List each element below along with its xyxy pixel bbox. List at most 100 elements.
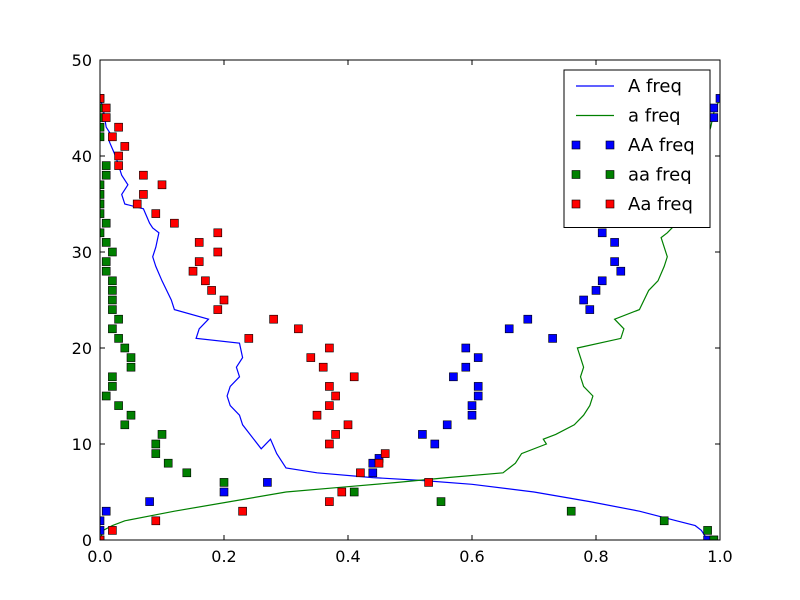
data-point-3-11 bbox=[101, 170, 111, 180]
legend-marker-4-0 bbox=[571, 199, 581, 209]
data-point-4-29 bbox=[318, 362, 328, 372]
data-point-4-21 bbox=[207, 286, 216, 295]
x-tick-label-4: 0.8 bbox=[583, 547, 608, 566]
legend-label-1: a freq bbox=[628, 106, 681, 127]
data-point-4-46 bbox=[108, 526, 117, 535]
data-point-4-14 bbox=[170, 218, 179, 228]
data-point-3-40 bbox=[436, 497, 446, 506]
data-point-4-3 bbox=[101, 113, 111, 122]
data-point-2-7 bbox=[368, 468, 378, 478]
data-point-3-25 bbox=[114, 314, 123, 324]
data-point-2-22 bbox=[523, 314, 533, 324]
data-point-2-6 bbox=[263, 478, 272, 487]
data-point-4-31 bbox=[325, 382, 334, 391]
y-tick-label-1: 10 bbox=[72, 435, 92, 454]
data-point-4-37 bbox=[325, 439, 334, 449]
data-point-3-26 bbox=[114, 334, 123, 343]
legend-label-4: Aa freq bbox=[628, 194, 693, 215]
data-point-2-15 bbox=[461, 343, 471, 353]
legend-marker-2-0 bbox=[571, 140, 581, 150]
series-markers-3 bbox=[100, 94, 719, 540]
y-tick-label-3: 30 bbox=[72, 243, 92, 262]
data-point-3-27 bbox=[114, 401, 123, 410]
ticks-layer: 0.0 0.2 0.4 0.6 0.8 1.0 0 10 20 30 40 50 bbox=[72, 51, 733, 566]
data-point-4-18 bbox=[194, 257, 204, 266]
y-tick-label-2: 20 bbox=[72, 339, 92, 358]
data-point-4-38 bbox=[380, 449, 390, 458]
legend-label-0: A freq bbox=[628, 76, 682, 97]
data-point-2-20 bbox=[473, 353, 483, 362]
legend-item-1: a freq bbox=[576, 106, 681, 127]
data-point-4-8 bbox=[114, 161, 123, 170]
data-point-2-23 bbox=[548, 334, 557, 343]
legend-label-3: aa freq bbox=[628, 165, 692, 186]
data-point-3-24 bbox=[108, 382, 117, 391]
data-point-4-45 bbox=[151, 516, 161, 526]
data-point-3-20 bbox=[108, 295, 117, 305]
data-point-2-18 bbox=[473, 391, 483, 401]
data-point-2-4 bbox=[145, 497, 154, 506]
data-point-4-17 bbox=[213, 247, 223, 257]
data-point-3-30 bbox=[126, 353, 136, 362]
data-point-4-11 bbox=[139, 190, 148, 199]
data-point-4-26 bbox=[244, 334, 254, 343]
data-point-4-36 bbox=[331, 430, 340, 439]
data-point-4-0 bbox=[100, 535, 105, 540]
data-point-4-33 bbox=[325, 401, 334, 410]
legend-marker-2-1 bbox=[605, 140, 615, 150]
data-point-3-28 bbox=[120, 343, 130, 353]
data-point-2-17 bbox=[467, 410, 477, 420]
data-point-4-39 bbox=[374, 458, 384, 468]
series-markers-4 bbox=[100, 94, 433, 540]
data-point-4-32 bbox=[331, 391, 340, 401]
data-point-3-38 bbox=[219, 478, 229, 487]
data-point-3-39 bbox=[349, 487, 359, 497]
data-point-2-12 bbox=[442, 420, 452, 430]
data-point-3-31 bbox=[126, 362, 136, 372]
data-point-4-34 bbox=[312, 410, 322, 420]
x-tick-label-0: 0.0 bbox=[87, 547, 112, 566]
data-point-2-19 bbox=[473, 382, 483, 391]
data-point-4-35 bbox=[343, 420, 353, 430]
data-point-4-20 bbox=[201, 276, 210, 286]
data-point-4-15 bbox=[213, 228, 223, 238]
series-layer bbox=[100, 94, 720, 540]
legend-marker-4-1 bbox=[605, 199, 615, 209]
data-point-3-18 bbox=[108, 276, 117, 286]
data-point-4-1 bbox=[100, 94, 105, 103]
y-tick-label-4: 40 bbox=[72, 147, 92, 166]
y-tick-label-0: 0 bbox=[82, 531, 92, 550]
data-point-2-3 bbox=[101, 506, 111, 516]
data-point-3-12 bbox=[101, 218, 111, 228]
data-point-4-24 bbox=[269, 314, 278, 324]
data-point-3-41 bbox=[566, 506, 576, 516]
x-tick-label-2: 0.4 bbox=[335, 547, 360, 566]
legend-item-2: AA freq bbox=[571, 135, 695, 156]
data-point-3-34 bbox=[151, 449, 161, 458]
data-point-4-7 bbox=[114, 151, 123, 161]
legend-marker-3-1 bbox=[605, 170, 615, 179]
data-point-4-40 bbox=[356, 468, 365, 478]
data-point-3-23 bbox=[108, 372, 117, 382]
data-point-3-42 bbox=[659, 516, 669, 526]
data-point-3-19 bbox=[108, 286, 117, 295]
data-point-2-25 bbox=[579, 295, 588, 305]
x-tick-label-5: 1.0 bbox=[707, 547, 732, 566]
data-point-3-4 bbox=[100, 132, 105, 142]
data-point-2-11 bbox=[430, 439, 440, 449]
data-point-3-10 bbox=[101, 161, 111, 170]
x-tick-label-3: 0.6 bbox=[459, 547, 484, 566]
data-point-3-36 bbox=[163, 458, 173, 468]
data-point-4-23 bbox=[213, 305, 223, 314]
data-point-3-7 bbox=[100, 199, 105, 209]
data-point-4-41 bbox=[424, 478, 433, 487]
legend-box bbox=[563, 69, 711, 228]
data-point-2-34 bbox=[709, 113, 719, 122]
data-point-2-5 bbox=[219, 487, 229, 497]
data-point-3-5 bbox=[100, 180, 105, 190]
data-point-4-28 bbox=[306, 353, 316, 362]
data-point-2-31 bbox=[597, 228, 607, 238]
data-point-2-36 bbox=[715, 94, 720, 103]
data-point-3-43 bbox=[703, 526, 712, 535]
data-point-3-35 bbox=[157, 430, 167, 439]
